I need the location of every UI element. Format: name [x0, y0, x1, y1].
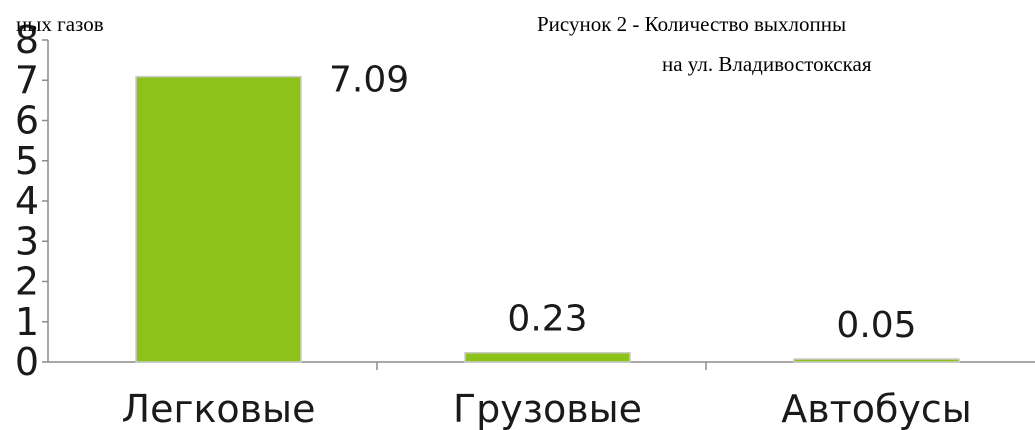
- caption-fragment-left: ных газов: [16, 12, 104, 36]
- data-label-2: 0.05: [836, 305, 916, 346]
- bar-0: [135, 75, 302, 363]
- data-label-0: 7.09: [329, 60, 409, 101]
- bar-1: [464, 351, 631, 363]
- y-tick-label: 5: [15, 139, 39, 183]
- data-label-1: 0.23: [507, 299, 587, 340]
- bars: [135, 75, 960, 363]
- caption-title-line-2: на ул. Владивостокская: [662, 52, 872, 76]
- y-tick-label: 4: [15, 179, 39, 223]
- y-tick-label: 6: [15, 99, 39, 143]
- y-tick-label: 1: [15, 300, 39, 344]
- x-tick-label: Легковые: [122, 387, 316, 430]
- x-tick-label: Автобусы: [781, 387, 972, 430]
- y-tick-label: 2: [15, 260, 39, 304]
- data-labels: 7.09 0.23 0.05: [329, 60, 917, 346]
- caption-title-line-1: Рисунок 2 - Количество выхлопны: [537, 12, 847, 36]
- x-axis: Легковые Грузовые Автобусы: [48, 361, 1035, 430]
- y-tick-label: 8: [15, 18, 39, 62]
- y-tick-label: 7: [15, 58, 39, 102]
- y-tick-label: 0: [15, 340, 39, 384]
- y-tick-label: 3: [15, 219, 39, 263]
- bar-2: [793, 358, 960, 363]
- x-tick-label: Грузовые: [453, 387, 642, 430]
